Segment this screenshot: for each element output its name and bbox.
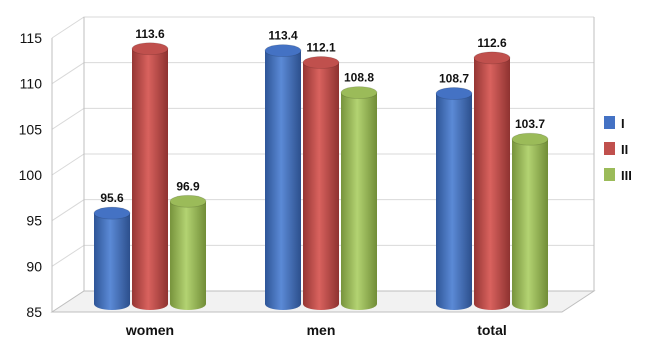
- bar: [511, 132, 549, 310]
- bar-body: [436, 93, 472, 310]
- data-label: 108.7: [439, 72, 469, 86]
- data-label: 112.1: [306, 40, 336, 54]
- data-labels: 95.6 113.6 96.9 113.4 112.1 108.8 108.7 112.6 10…: [100, 27, 545, 205]
- category-label: women: [125, 322, 174, 338]
- bar-body: [341, 92, 377, 310]
- bar-body: [132, 48, 168, 310]
- data-label: 95.6: [100, 191, 124, 205]
- y-tick-label: 85: [26, 304, 42, 320]
- bar-top: [435, 87, 473, 100]
- legend-swatch: [604, 142, 615, 155]
- bar: [473, 51, 511, 310]
- bar: [302, 56, 340, 311]
- data-label: 113.4: [268, 29, 298, 43]
- legend-swatch: [604, 116, 615, 129]
- y-tick-label: 110: [20, 76, 43, 92]
- x-axis: women men total: [125, 322, 507, 338]
- legend-label: III: [621, 168, 632, 183]
- category-label: total: [477, 322, 507, 338]
- legend-swatch: [604, 168, 615, 181]
- bar-body: [512, 139, 548, 310]
- bar-top: [93, 206, 131, 220]
- bar-top: [169, 194, 207, 208]
- bar-top: [473, 51, 511, 65]
- bar: [264, 44, 302, 310]
- y-tick-label: 100: [19, 167, 43, 183]
- y-tick-label: 115: [20, 30, 43, 46]
- data-label: 112.6: [477, 36, 507, 50]
- bar-top: [340, 86, 378, 100]
- y-axis: 85 90 95 100 105 110 115: [19, 30, 43, 320]
- legend-label: II: [621, 142, 628, 157]
- legend-label: I: [621, 116, 625, 131]
- bar: [340, 86, 378, 310]
- bar: [93, 206, 131, 310]
- bar-body: [265, 50, 301, 310]
- bar-top: [131, 42, 169, 56]
- data-label: 113.6: [135, 27, 165, 41]
- bars: [93, 42, 549, 311]
- bar-body: [303, 62, 339, 311]
- bar-body: [474, 57, 510, 310]
- data-label: 108.8: [344, 71, 374, 85]
- y-tick-label: 95: [26, 213, 42, 229]
- gridline: [51, 16, 594, 39]
- bar: [131, 42, 169, 310]
- bar-top: [264, 44, 302, 58]
- y-tick-label: 90: [26, 258, 42, 274]
- bar-top: [302, 56, 340, 69]
- bar-body: [170, 201, 206, 310]
- category-label: men: [307, 322, 336, 338]
- bar: [169, 194, 207, 310]
- data-label: 96.9: [176, 179, 200, 193]
- data-label: 103.7: [515, 117, 545, 131]
- bar-body: [94, 213, 130, 310]
- y-tick-label: 105: [19, 121, 43, 137]
- bar-top: [511, 132, 549, 146]
- bar: [435, 87, 473, 310]
